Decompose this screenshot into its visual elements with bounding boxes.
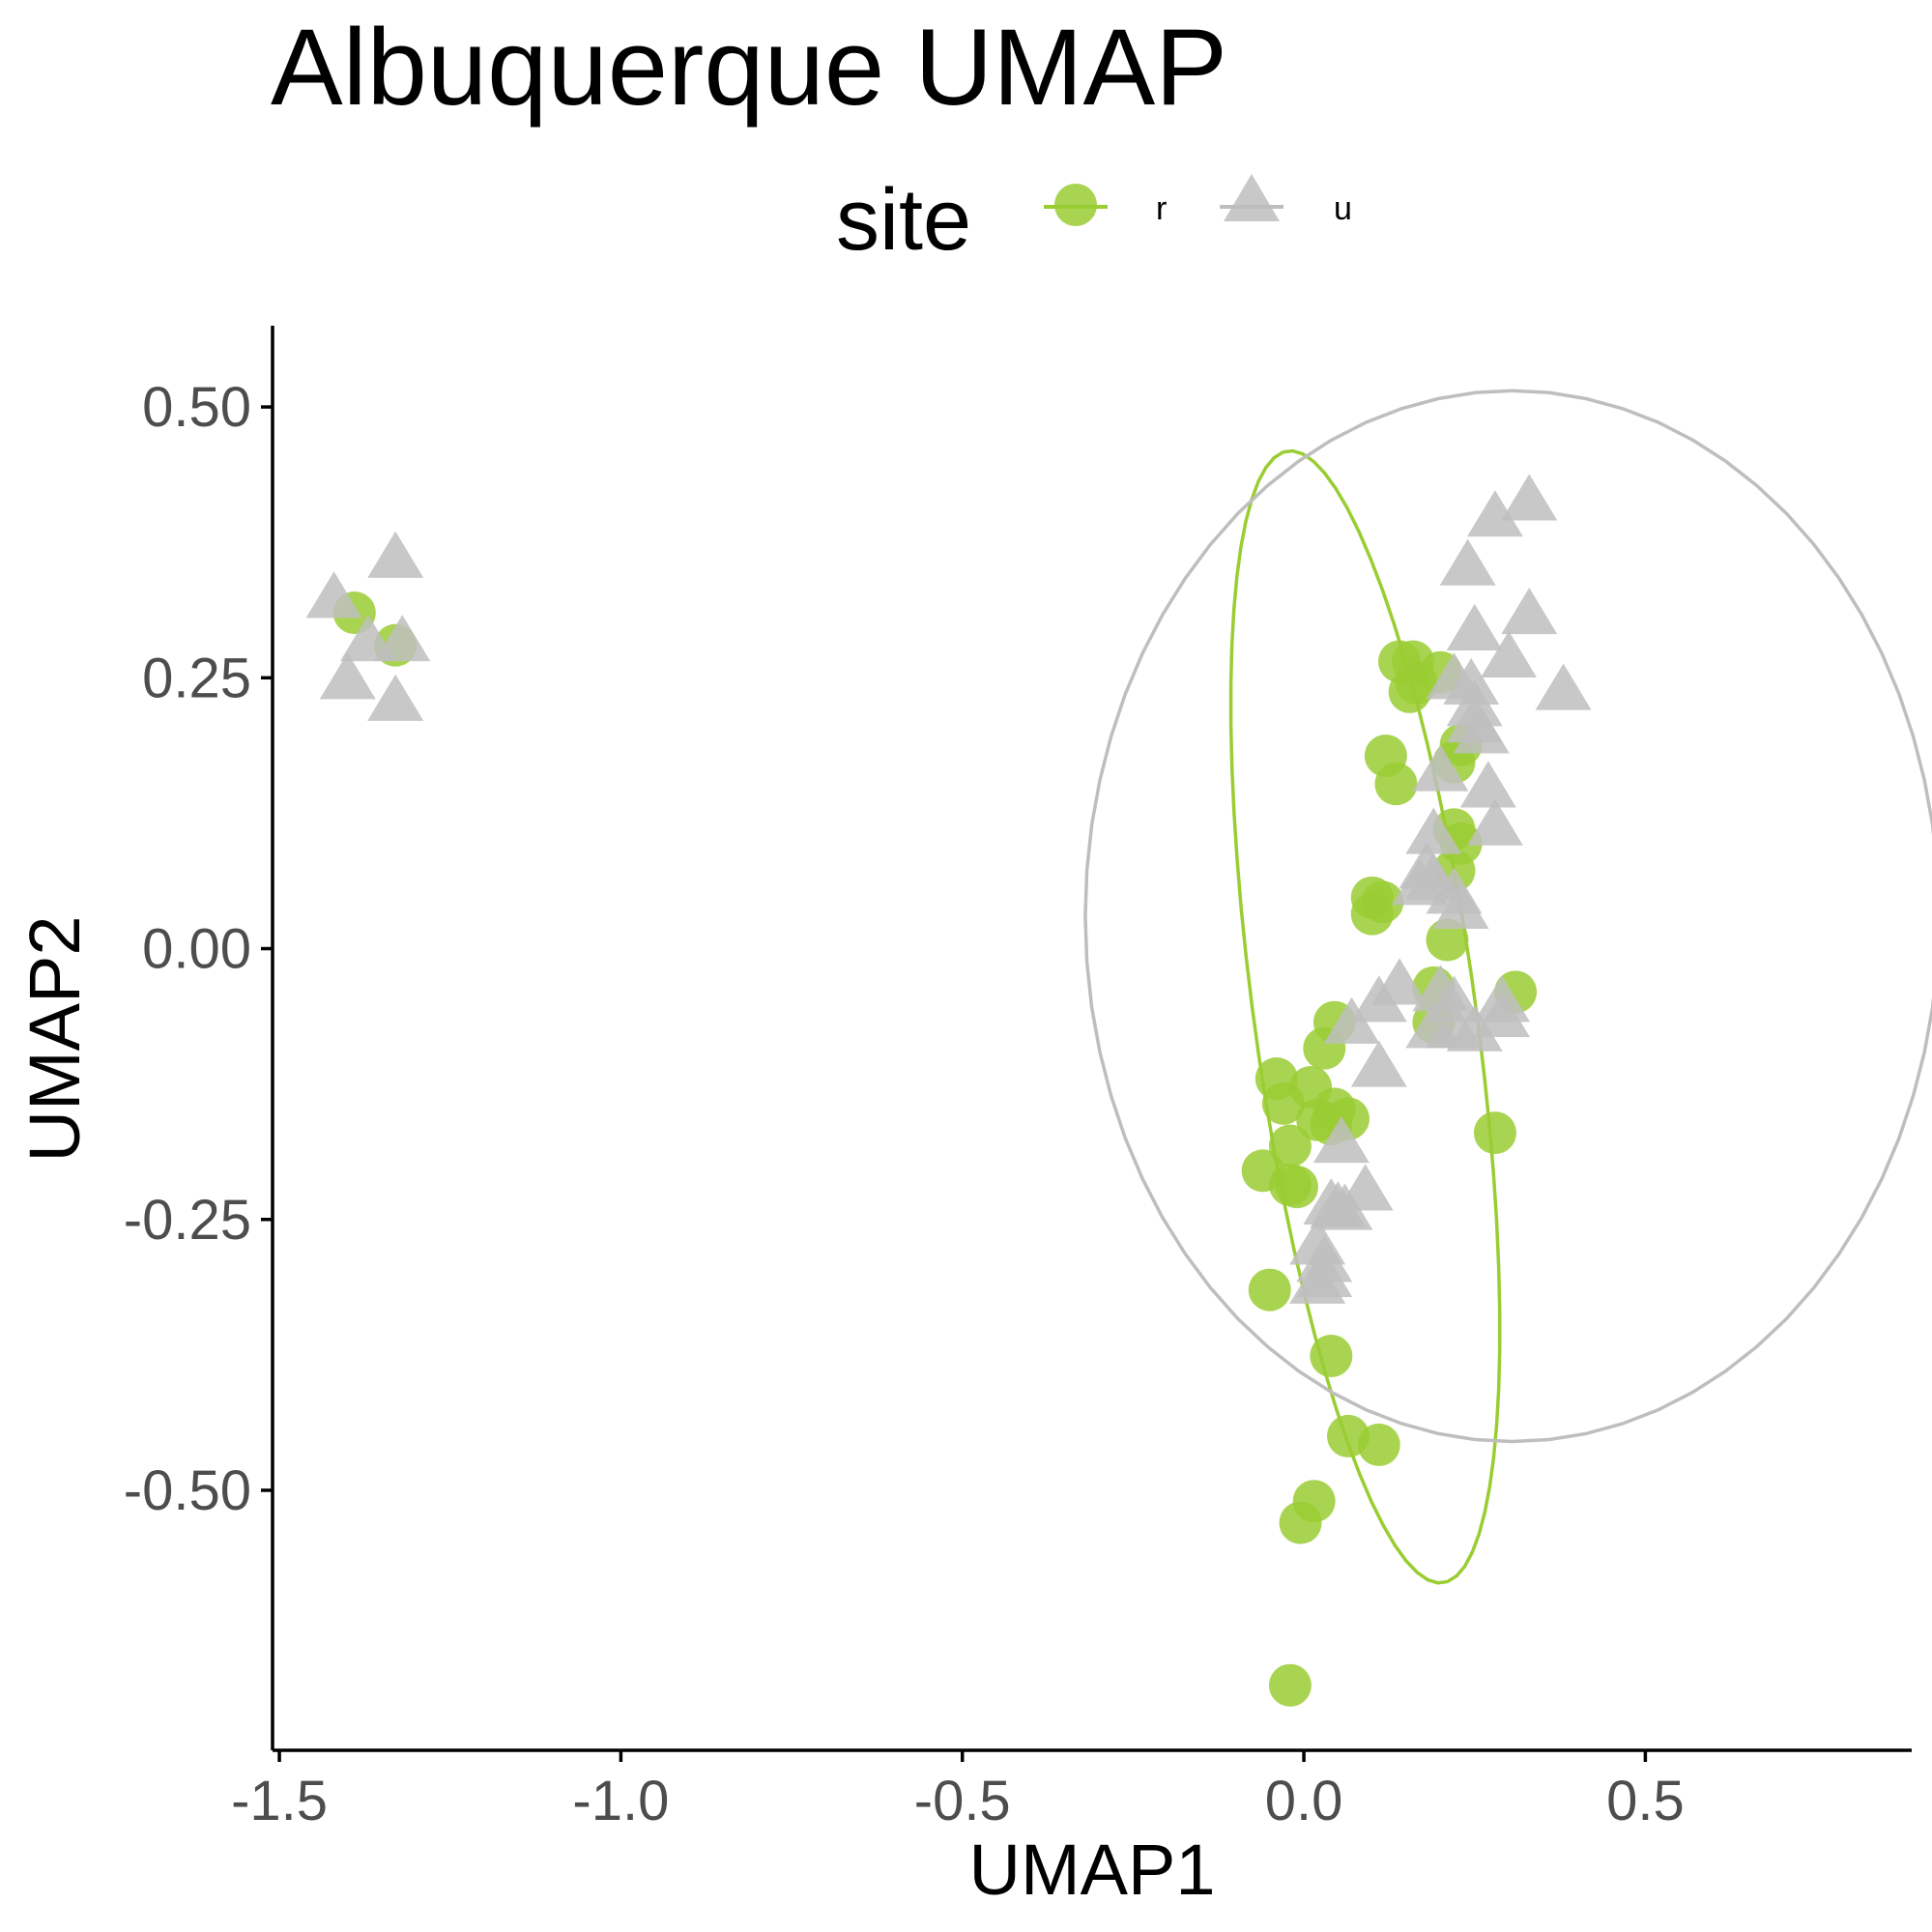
point-u [1481, 630, 1538, 678]
points-layer [305, 474, 1592, 1707]
point-u [367, 674, 424, 721]
point-u [1446, 1004, 1503, 1052]
point-u [1316, 1183, 1373, 1230]
legend-label-u: u [1334, 190, 1352, 227]
point-u [1312, 1116, 1370, 1164]
point-u [1323, 996, 1380, 1044]
point-r [1268, 1663, 1312, 1707]
legend: site r u [836, 172, 1352, 269]
x-tick-label: -1.5 [231, 1770, 328, 1832]
x-tick-label: -0.5 [914, 1770, 1011, 1832]
point-u [1392, 858, 1449, 906]
y-tick-label: 0.00 [142, 918, 251, 981]
point-u [1466, 798, 1523, 846]
legend-label-r: r [1156, 190, 1167, 227]
x-axis-ticks: -1.5 -1.0 -0.5 0.0 0.5 [231, 1750, 1685, 1832]
point-u [1474, 991, 1530, 1038]
point-u [367, 531, 424, 578]
point-u [1501, 588, 1558, 635]
y-tick-label: -0.50 [124, 1459, 251, 1522]
point-u [1501, 474, 1558, 521]
x-tick-label: 0.5 [1606, 1770, 1685, 1832]
point-u [1466, 490, 1523, 537]
point-u [1446, 603, 1503, 650]
point-r [1388, 670, 1431, 713]
point-u [1405, 807, 1462, 854]
point-u [1453, 706, 1510, 754]
point-r [1473, 1111, 1516, 1155]
point-r [1357, 1423, 1400, 1466]
y-axis-ticks: 0.50 0.25 0.00 -0.25 -0.50 [124, 376, 273, 1522]
ellipse-u [1083, 389, 1932, 1444]
y-axis-title: UMAP2 [14, 916, 95, 1163]
point-u [1459, 761, 1516, 808]
point-u [1350, 975, 1407, 1023]
point-u [374, 615, 431, 662]
point-u [1412, 744, 1469, 792]
point-r [1350, 892, 1394, 936]
legend-key-r-circle [1054, 184, 1097, 226]
ellipse-layer [1083, 389, 1932, 1585]
y-tick-label: 0.50 [142, 376, 251, 439]
point-u [1350, 1040, 1407, 1087]
point-r [1268, 1124, 1312, 1168]
point-u [1443, 657, 1500, 706]
point-r [1276, 1166, 1318, 1209]
chart-title: Albuquerque UMAP [271, 7, 1227, 128]
point-r [1279, 1501, 1322, 1544]
point-u [1426, 975, 1483, 1023]
y-tick-label: 0.25 [142, 647, 251, 709]
x-tick-label: 0.0 [1265, 1770, 1343, 1832]
point-u [1432, 881, 1489, 930]
point-r [1261, 1081, 1305, 1125]
point-u [319, 652, 376, 700]
point-r [1374, 763, 1418, 806]
legend-item-r: r [1044, 184, 1167, 227]
y-tick-label: -0.25 [124, 1189, 251, 1252]
point-u [305, 571, 362, 619]
point-r [1310, 1334, 1353, 1377]
legend-key-u-triangle [1224, 174, 1280, 221]
point-u [1439, 538, 1496, 586]
legend-title: site [836, 172, 971, 269]
ellipse-r [1228, 448, 1502, 1585]
point-u [1535, 663, 1592, 710]
point-r [1426, 918, 1469, 962]
legend-item-u: u [1220, 174, 1352, 227]
x-axis-title: UMAP1 [969, 1830, 1216, 1910]
x-tick-label: -1.0 [572, 1770, 669, 1832]
point-u [1289, 1256, 1346, 1304]
point-r [1248, 1268, 1291, 1312]
